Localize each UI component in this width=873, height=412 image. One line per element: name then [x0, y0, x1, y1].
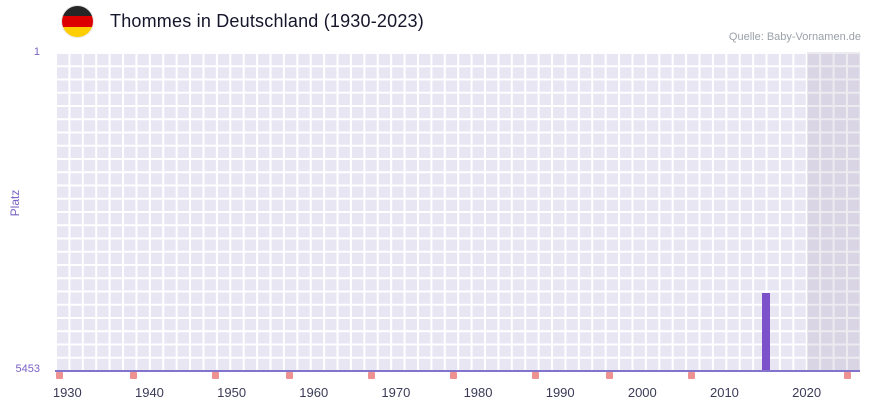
unranked-marker-1987: [532, 372, 540, 379]
chart-header: Thommes in Deutschland (1930-2023): [62, 6, 424, 37]
unranked-marker-2006: [688, 372, 696, 379]
y-tick-bottom: 5453: [15, 363, 40, 375]
german-flag-icon: [62, 6, 93, 37]
chart-title: Thommes in Deutschland (1930-2023): [110, 11, 424, 31]
x-tick-2010: 2010: [709, 385, 739, 400]
x-tick-1950: 1950: [217, 385, 247, 400]
unranked-marker-1967: [367, 372, 375, 379]
x-tick-1970: 1970: [381, 385, 411, 400]
flag-stripe-gold: [62, 26, 93, 37]
flag-stripe-black: [62, 6, 93, 17]
x-tick-1940: 1940: [134, 385, 164, 400]
x-tick-2020: 2020: [792, 385, 822, 400]
rank-bar-2015: [761, 293, 770, 370]
x-tick-1990: 1990: [545, 385, 575, 400]
source-credit: Quelle: Baby-Vornamen.de: [728, 31, 861, 43]
y-tick-top: 1: [33, 46, 40, 58]
unranked-marker-1977: [449, 372, 457, 379]
unranked-marker-1948: [211, 372, 219, 379]
unranked-marker-2025: [844, 372, 852, 379]
unranked-marker-1929: [55, 372, 63, 379]
highlight-region: [806, 52, 860, 370]
unranked-marker-1996: [605, 372, 613, 379]
y-axis-label: Platz: [8, 189, 22, 217]
x-tick-1930: 1930: [52, 385, 82, 400]
x-tick-2000: 2000: [627, 385, 657, 400]
x-tick-1960: 1960: [299, 385, 329, 400]
unranked-marker-1957: [285, 372, 293, 379]
flag-stripe-red: [62, 16, 93, 27]
x-tick-1980: 1980: [463, 385, 493, 400]
x-axis-labels: 1930 1940 1950 1960 1970 1980 1990 2000 2010 2020: [52, 385, 860, 405]
unranked-marker-1938: [129, 372, 137, 379]
plot-area: [55, 52, 860, 379]
